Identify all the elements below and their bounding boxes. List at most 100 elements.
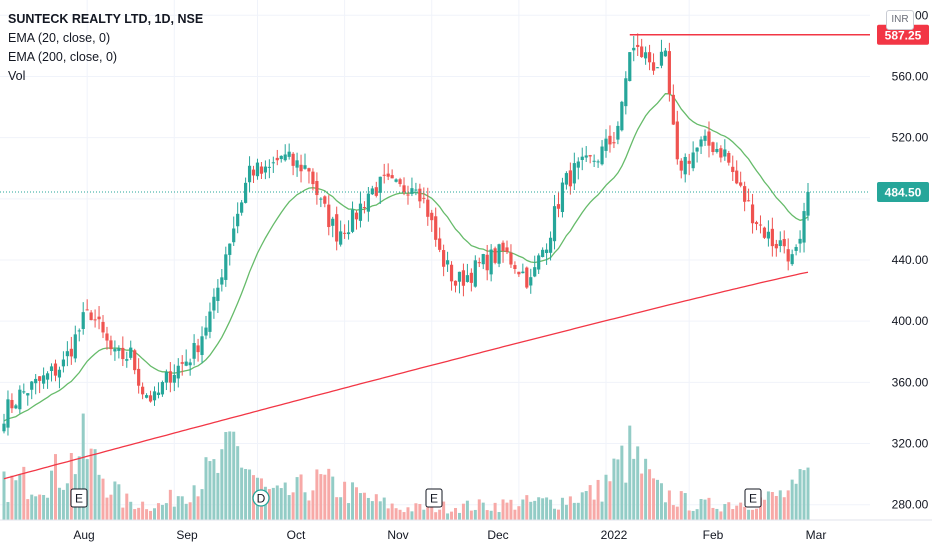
candle bbox=[453, 280, 458, 286]
candle bbox=[113, 349, 117, 352]
volume-bar bbox=[351, 482, 355, 520]
volume-bar bbox=[667, 490, 671, 520]
candle bbox=[65, 351, 69, 357]
candle bbox=[38, 376, 42, 381]
candle bbox=[85, 309, 89, 311]
candle bbox=[243, 182, 248, 203]
candle bbox=[727, 153, 731, 163]
candle bbox=[655, 67, 660, 69]
candle bbox=[89, 312, 93, 321]
candle bbox=[537, 255, 541, 270]
volume-bar bbox=[699, 499, 703, 520]
candle bbox=[295, 160, 299, 168]
volume-bar bbox=[57, 487, 61, 520]
candle bbox=[548, 237, 553, 253]
candle bbox=[374, 187, 378, 196]
volume-bar bbox=[208, 461, 212, 520]
volume-bar bbox=[172, 506, 176, 520]
last-price-badge-bg bbox=[877, 181, 929, 202]
event-marker-label: E bbox=[75, 492, 83, 506]
volume-bar bbox=[311, 490, 315, 520]
volume-bar bbox=[659, 483, 663, 520]
volume-bar bbox=[42, 494, 46, 520]
legend-vol[interactable]: Vol bbox=[8, 69, 26, 83]
candle bbox=[739, 182, 743, 186]
candle bbox=[168, 371, 172, 383]
candle bbox=[77, 330, 81, 332]
volume-bar bbox=[568, 496, 572, 520]
candle bbox=[279, 155, 283, 160]
volume-bar bbox=[723, 504, 727, 520]
legend-ema20[interactable]: EMA (20, close, 0) bbox=[8, 31, 111, 45]
volume-bar bbox=[271, 487, 275, 520]
candle bbox=[426, 199, 430, 217]
volume-bar bbox=[691, 510, 695, 520]
resistance-price-badge: 587.25 bbox=[885, 28, 922, 42]
dividend-marker[interactable] bbox=[252, 489, 270, 507]
volume-bar bbox=[248, 469, 252, 520]
candle bbox=[711, 142, 715, 152]
volume-bar bbox=[564, 504, 568, 520]
candle bbox=[117, 348, 121, 351]
candle bbox=[236, 213, 240, 227]
volume-bar bbox=[117, 484, 121, 520]
volume-bar bbox=[727, 502, 731, 520]
earnings-marker[interactable] bbox=[70, 488, 88, 508]
candle bbox=[378, 176, 382, 193]
volume-bar bbox=[505, 502, 509, 520]
candle bbox=[762, 227, 767, 238]
volume-bar bbox=[762, 499, 766, 520]
candle bbox=[212, 296, 216, 311]
volume-bar bbox=[216, 472, 220, 520]
volume-bar bbox=[489, 510, 493, 520]
candle bbox=[188, 362, 192, 366]
volume-bar bbox=[675, 506, 679, 520]
candle bbox=[572, 163, 576, 184]
volume-bar bbox=[778, 490, 782, 520]
volume-bar bbox=[576, 502, 580, 520]
volume-bar bbox=[61, 489, 65, 520]
candle bbox=[449, 264, 454, 282]
volume-bar bbox=[81, 413, 85, 520]
candle bbox=[679, 160, 683, 171]
volume-bar bbox=[735, 505, 739, 520]
volume-bar bbox=[683, 493, 687, 520]
candle bbox=[49, 366, 54, 371]
volume-bar bbox=[410, 511, 414, 520]
volume-bar bbox=[695, 509, 699, 520]
earnings-marker[interactable] bbox=[744, 488, 762, 508]
volume-bar bbox=[655, 479, 659, 520]
candle bbox=[644, 52, 648, 59]
volume-bar bbox=[362, 492, 366, 520]
candle bbox=[667, 51, 671, 95]
earnings-marker[interactable] bbox=[425, 488, 443, 508]
candle bbox=[208, 311, 212, 332]
legend-ema200[interactable]: EMA (200, close, 0) bbox=[8, 50, 118, 64]
candle bbox=[651, 62, 656, 71]
candle bbox=[152, 391, 157, 401]
candle bbox=[303, 165, 307, 169]
candle bbox=[251, 169, 256, 176]
candle bbox=[473, 260, 477, 287]
candle bbox=[592, 160, 596, 162]
candle bbox=[105, 333, 109, 341]
volume-bar bbox=[620, 445, 624, 520]
volume-bar bbox=[438, 509, 442, 520]
candle bbox=[224, 254, 228, 280]
candle bbox=[386, 173, 390, 177]
time-tick-label: Feb bbox=[703, 528, 724, 542]
volume-bar bbox=[69, 453, 73, 520]
candle bbox=[770, 228, 774, 247]
volume-bar bbox=[339, 497, 343, 520]
candle bbox=[802, 211, 806, 243]
candle bbox=[640, 46, 644, 58]
currency-button[interactable]: INR bbox=[886, 10, 914, 30]
candle bbox=[366, 193, 370, 212]
volume-bar bbox=[382, 497, 386, 520]
candle bbox=[247, 165, 252, 183]
candle bbox=[93, 319, 97, 321]
volume-bar bbox=[755, 508, 759, 520]
volume-bar bbox=[454, 507, 458, 520]
candle bbox=[283, 154, 287, 161]
